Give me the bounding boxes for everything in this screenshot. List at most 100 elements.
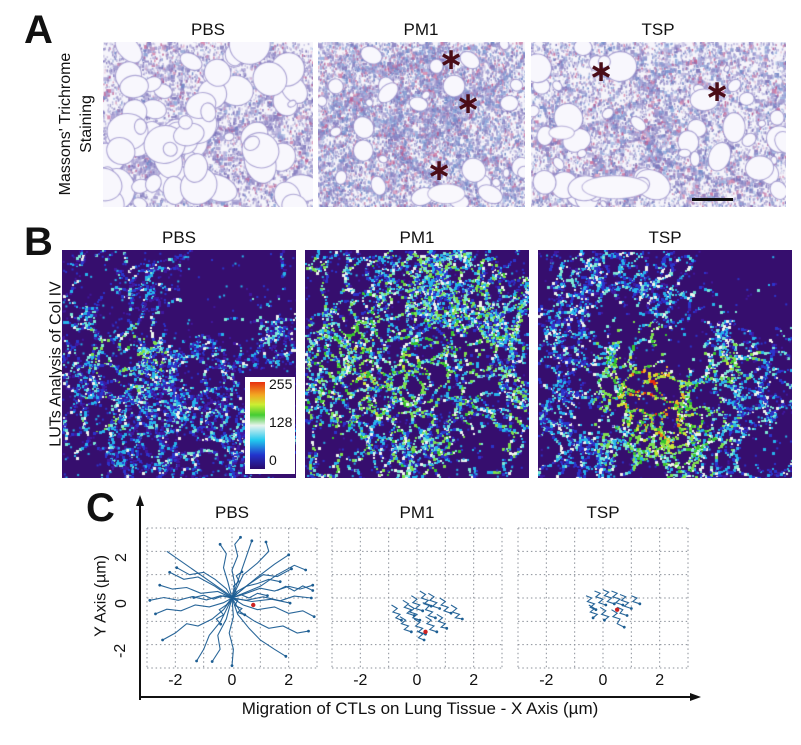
migration-track xyxy=(399,616,412,633)
migration-track xyxy=(162,597,233,641)
track-endpoint xyxy=(449,611,453,615)
migration-track xyxy=(411,595,423,612)
track-endpoint xyxy=(422,638,426,642)
panel-b-label: B xyxy=(24,220,53,264)
x-axis-arrow xyxy=(690,693,701,701)
track-endpoint xyxy=(304,568,308,572)
track-endpoint xyxy=(266,594,269,598)
track-endpoint xyxy=(409,630,413,634)
histology-image-tsp xyxy=(531,42,786,207)
track-endpoint xyxy=(312,615,316,619)
migration-track xyxy=(619,593,632,610)
x-tick-label: 0 xyxy=(598,672,608,689)
asterisk-marker: ∗ xyxy=(426,154,452,187)
migration-track xyxy=(231,571,243,599)
migration-track xyxy=(159,584,233,599)
migration-track xyxy=(599,606,610,621)
track-endpoint xyxy=(445,626,449,630)
track-endpoint xyxy=(638,602,642,606)
track-endpoint xyxy=(219,622,223,626)
track-endpoint xyxy=(154,612,157,616)
migration-track xyxy=(616,606,628,617)
migration-track xyxy=(422,602,436,619)
migration-track xyxy=(231,597,287,657)
track-endpoint xyxy=(284,654,288,658)
x-axis-label: Migration of CTLs on Lung Tissue - X Axi… xyxy=(241,699,599,718)
migration-tracks-plot xyxy=(136,495,701,701)
track-endpoint xyxy=(604,603,608,607)
track-endpoint xyxy=(239,535,242,539)
migration-track xyxy=(436,613,447,629)
track-endpoint xyxy=(175,566,179,570)
migration-track xyxy=(611,590,623,606)
track-endpoint xyxy=(148,598,152,602)
migration-track xyxy=(155,597,233,615)
migration-track xyxy=(231,584,313,599)
x-tick-label: -2 xyxy=(539,672,554,689)
lut-colorbar-gradient xyxy=(250,382,265,469)
y-axis-arrow xyxy=(136,495,144,506)
lut-colorbar: 255 128 0 xyxy=(245,377,295,474)
subplot-title-pbs: PBS xyxy=(214,503,250,522)
migration-track xyxy=(193,594,233,600)
track-endpoint xyxy=(158,583,162,587)
panel-c-label: C xyxy=(86,486,115,530)
red-marker xyxy=(423,629,428,635)
track-endpoint xyxy=(400,618,403,622)
migration-track xyxy=(228,597,234,666)
track-endpoint xyxy=(429,604,433,608)
track-endpoint xyxy=(460,617,464,621)
track-endpoint xyxy=(250,539,254,543)
track-endpoint xyxy=(288,601,292,605)
track-endpoint xyxy=(612,602,616,606)
x-tick-label: 2 xyxy=(469,672,479,689)
migration-track xyxy=(215,597,233,625)
histology-image-pm1 xyxy=(318,42,525,207)
panel-b-column-label-pbs: PBS xyxy=(161,228,197,247)
track-endpoint xyxy=(243,613,247,617)
migration-track xyxy=(450,604,463,620)
migration-track xyxy=(594,590,606,606)
panel-a-row-title-line2: Staining xyxy=(78,95,95,153)
track-endpoint xyxy=(435,630,439,634)
migration-track xyxy=(166,550,233,598)
y-tick-neg2: -2 xyxy=(112,643,129,658)
track-endpoint xyxy=(287,553,291,557)
subplot-title-tsp: TSP xyxy=(586,503,620,522)
colorbar-tick-0: 0 xyxy=(269,452,277,468)
migration-track xyxy=(219,543,233,599)
migration-track xyxy=(602,589,615,605)
track-endpoint xyxy=(418,618,422,622)
track-endpoint xyxy=(629,607,633,610)
track-endpoint xyxy=(621,603,625,607)
panel-a-column-label-pm1: PM1 xyxy=(403,20,439,39)
panel-a-label: A xyxy=(24,8,53,52)
histology-image-pbs xyxy=(103,42,313,207)
track-endpoint xyxy=(421,609,425,613)
panel-b-column-label-tsp: TSP xyxy=(648,228,682,247)
x-tick-label: 2 xyxy=(284,672,294,689)
colorbar-tick-255: 255 xyxy=(269,376,293,392)
track-endpoint xyxy=(161,638,164,642)
track-endpoint xyxy=(434,616,437,620)
track-endpoint xyxy=(603,618,606,622)
migration-track xyxy=(231,541,270,599)
x-tick-label: 2 xyxy=(655,672,665,689)
migration-track xyxy=(169,571,233,599)
x-tick-label: 0 xyxy=(412,672,422,689)
migration-track xyxy=(416,630,425,641)
lut-image-tsp xyxy=(538,250,792,478)
migration-track xyxy=(231,536,241,599)
track-endpoint xyxy=(438,607,442,610)
track-endpoint xyxy=(307,629,310,633)
red-marker xyxy=(614,607,620,612)
panel-b-column-label-pm1: PM1 xyxy=(399,228,435,247)
red-marker xyxy=(251,602,256,608)
track-endpoint xyxy=(622,625,626,629)
asterisk-marker: ∗ xyxy=(704,75,730,108)
track-endpoint xyxy=(240,570,244,574)
track-endpoint xyxy=(290,567,293,571)
subplot-title-pm1: PM1 xyxy=(399,503,435,522)
panel-a-column-label-tsp: TSP xyxy=(641,20,675,39)
migration-track xyxy=(425,616,437,633)
